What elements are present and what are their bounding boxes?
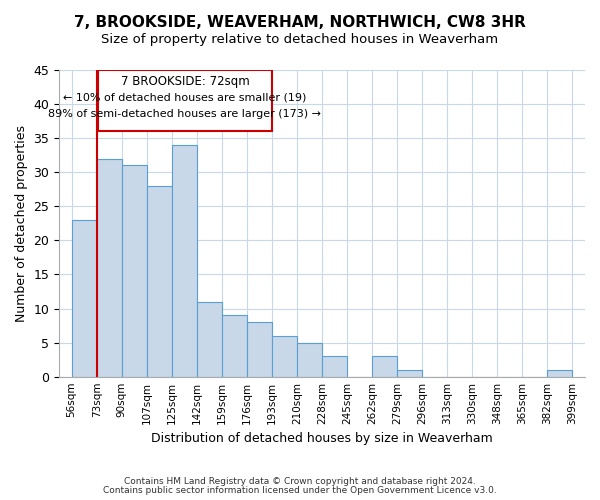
Text: ← 10% of detached houses are smaller (19): ← 10% of detached houses are smaller (19… — [63, 92, 307, 102]
Bar — [222, 316, 247, 376]
Bar — [247, 322, 272, 376]
Text: 89% of semi-detached houses are larger (173) →: 89% of semi-detached houses are larger (… — [49, 110, 322, 120]
Bar — [122, 166, 147, 376]
Bar — [397, 370, 422, 376]
Bar — [372, 356, 397, 376]
Bar — [272, 336, 297, 376]
Bar — [71, 220, 97, 376]
Bar — [97, 158, 122, 376]
Bar — [98, 70, 272, 132]
Y-axis label: Number of detached properties: Number of detached properties — [15, 125, 28, 322]
Text: Size of property relative to detached houses in Weaverham: Size of property relative to detached ho… — [101, 32, 499, 46]
Bar — [547, 370, 572, 376]
Bar — [322, 356, 347, 376]
Text: 7, BROOKSIDE, WEAVERHAM, NORTHWICH, CW8 3HR: 7, BROOKSIDE, WEAVERHAM, NORTHWICH, CW8 … — [74, 15, 526, 30]
Text: Contains HM Land Registry data © Crown copyright and database right 2024.: Contains HM Land Registry data © Crown c… — [124, 477, 476, 486]
Bar — [297, 342, 322, 376]
Text: Contains public sector information licensed under the Open Government Licence v3: Contains public sector information licen… — [103, 486, 497, 495]
Bar — [172, 145, 197, 376]
Bar — [147, 186, 172, 376]
X-axis label: Distribution of detached houses by size in Weaverham: Distribution of detached houses by size … — [151, 432, 493, 445]
Text: 7 BROOKSIDE: 72sqm: 7 BROOKSIDE: 72sqm — [121, 75, 250, 88]
Bar — [197, 302, 222, 376]
